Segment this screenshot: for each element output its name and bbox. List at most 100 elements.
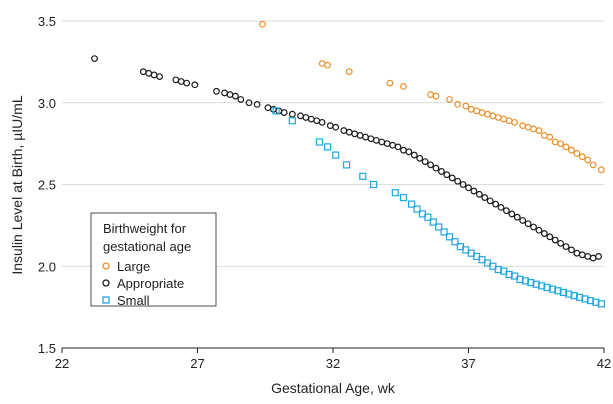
data-point-small	[440, 228, 448, 236]
data-point-large	[318, 60, 326, 67]
data-point-appropriate	[497, 203, 505, 211]
legend-marker-large	[102, 262, 110, 270]
data-point-appropriate	[213, 87, 220, 95]
data-point-small	[272, 107, 280, 115]
legend-label-small: Small	[117, 293, 150, 308]
data-point-large	[578, 153, 586, 161]
data-point-large	[557, 140, 565, 148]
data-point-large	[540, 132, 548, 139]
data-point-appropriate	[367, 135, 375, 143]
data-point-large	[530, 125, 537, 133]
data-point-appropriate	[546, 233, 554, 241]
data-point-appropriate	[405, 148, 413, 156]
data-point-appropriate	[307, 115, 315, 123]
data-point-appropriate	[459, 181, 467, 188]
data-point-large	[446, 96, 453, 103]
data-point-large	[546, 133, 554, 141]
data-point-appropriate	[584, 253, 592, 260]
data-point-appropriate	[421, 158, 429, 166]
data-point-appropriate	[264, 104, 272, 112]
data-point-small	[332, 151, 340, 159]
data-point-small	[407, 200, 416, 208]
data-point-appropriate	[394, 143, 402, 151]
data-point-large	[432, 92, 440, 100]
data-point-appropriate	[340, 127, 348, 134]
data-point-appropriate	[595, 253, 602, 260]
data-point-large	[324, 61, 331, 69]
data-point-large	[511, 118, 518, 126]
data-point-appropriate	[351, 130, 359, 138]
data-point-appropriate	[91, 55, 98, 63]
data-point-small	[429, 218, 437, 226]
data-point-appropriate	[172, 76, 180, 84]
legend-label-appropriate: Appropriate	[117, 276, 184, 291]
data-point-appropriate	[454, 177, 462, 185]
data-point-appropriate	[551, 236, 559, 244]
data-point-appropriate	[562, 243, 570, 251]
data-point-appropriate	[139, 68, 147, 76]
data-point-small	[399, 193, 408, 202]
data-point-appropriate	[226, 91, 234, 98]
data-point-small	[445, 233, 454, 241]
data-point-appropriate	[475, 190, 483, 198]
data-point-appropriate	[535, 226, 543, 234]
data-point-appropriate	[557, 239, 565, 247]
data-point-appropriate	[221, 89, 229, 97]
y-tick-label: 1.5	[38, 341, 56, 356]
y-tick-label: 3.0	[38, 96, 56, 111]
data-point-appropriate	[245, 99, 253, 107]
data-point-small	[288, 117, 296, 125]
data-point-appropriate	[145, 69, 153, 77]
data-point-appropriate	[383, 140, 391, 148]
data-point-appropriate	[318, 118, 326, 126]
data-point-large	[427, 91, 434, 98]
data-point-appropriate	[177, 78, 185, 85]
data-point-appropriate	[438, 168, 445, 175]
legend-label-large: Large	[117, 259, 150, 274]
data-point-appropriate	[356, 132, 364, 139]
data-point-appropriate	[362, 133, 369, 141]
data-point-appropriate	[302, 114, 310, 121]
data-point-appropriate	[427, 161, 434, 169]
data-point-small	[413, 205, 421, 213]
data-point-appropriate	[513, 213, 521, 221]
data-point-appropriate	[486, 197, 494, 205]
data-point-large	[535, 127, 543, 134]
data-point-appropriate	[578, 251, 586, 259]
data-point-appropriate	[288, 110, 296, 118]
data-point-appropriate	[232, 92, 239, 100]
data-point-appropriate	[332, 123, 340, 131]
data-point-small	[597, 300, 605, 308]
data-point-small	[315, 138, 324, 146]
data-point-small	[391, 189, 399, 197]
data-point-small	[370, 180, 378, 189]
data-point-small	[424, 213, 432, 221]
data-point-appropriate	[400, 146, 407, 154]
data-point-appropriate	[280, 109, 288, 116]
data-point-appropriate	[345, 128, 353, 136]
data-point-appropriate	[568, 246, 575, 254]
y-tick-label: 2.5	[38, 178, 56, 193]
data-point-large	[494, 114, 502, 121]
legend: Birthweight for gestational age Large Ap…	[90, 212, 217, 308]
data-point-appropriate	[313, 117, 321, 125]
data-point-large	[568, 146, 575, 154]
data-point-appropriate	[589, 254, 597, 262]
data-point-appropriate	[237, 96, 245, 103]
axes: Gestational Age, wk Insulin Level at Bir…	[9, 14, 611, 396]
data-point-large	[562, 143, 570, 151]
data-point-appropriate	[540, 230, 548, 237]
data-point-appropriate	[410, 151, 418, 159]
y-tick-label: 2.0	[38, 259, 56, 274]
data-point-appropriate	[465, 184, 472, 192]
data-point-appropriate	[492, 200, 500, 208]
x-axis-label: Gestational Age, wk	[271, 380, 396, 396]
data-point-large	[489, 112, 497, 120]
data-point-appropriate	[191, 81, 199, 89]
x-tick-label: 42	[597, 356, 611, 371]
data-point-large	[259, 20, 266, 28]
x-tick-label: 32	[326, 356, 340, 371]
data-point-appropriate	[481, 194, 489, 201]
